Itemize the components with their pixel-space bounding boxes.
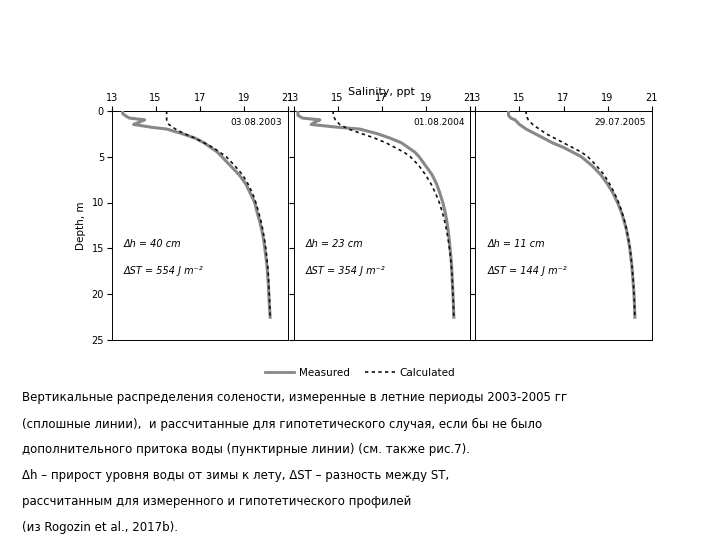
Text: 01.08.2004: 01.08.2004 — [413, 118, 464, 126]
Text: 03.08.2003: 03.08.2003 — [231, 118, 282, 126]
Text: ΔST = 554 J m⁻²: ΔST = 554 J m⁻² — [124, 266, 204, 276]
Legend: Measured, Calculated: Measured, Calculated — [261, 363, 459, 382]
Y-axis label: Depth, m: Depth, m — [76, 201, 86, 249]
Text: Δh = 11 cm: Δh = 11 cm — [487, 239, 545, 249]
Text: Salinity, ppt: Salinity, ppt — [348, 87, 415, 97]
Text: (сплошные линии),  и рассчитанные для гипотетического случая, если бы не было: (сплошные линии), и рассчитанные для гип… — [22, 417, 541, 430]
Text: ΔST = 354 J m⁻²: ΔST = 354 J m⁻² — [306, 266, 385, 276]
Text: рассчитанным для измеренного и гипотетического профилей: рассчитанным для измеренного и гипотетич… — [22, 495, 411, 508]
Text: Вертикальные распределения солености, измеренные в летние периоды 2003-2005 гг: Вертикальные распределения солености, из… — [22, 392, 567, 404]
Text: 29.07.2005: 29.07.2005 — [595, 118, 647, 126]
Text: ΔST = 144 J m⁻²: ΔST = 144 J m⁻² — [487, 266, 567, 276]
Text: Δh – прирост уровня воды от зимы к лету, ΔST – разность между ST,: Δh – прирост уровня воды от зимы к лету,… — [22, 469, 449, 482]
Text: Δh = 40 cm: Δh = 40 cm — [124, 239, 181, 249]
Text: дополнительного притока воды (пунктирные линии) (см. также рис.7).: дополнительного притока воды (пунктирные… — [22, 443, 469, 456]
Text: Δh = 23 cm: Δh = 23 cm — [306, 239, 364, 249]
Text: (из Rogozin et al., 2017b).: (из Rogozin et al., 2017b). — [22, 521, 178, 534]
